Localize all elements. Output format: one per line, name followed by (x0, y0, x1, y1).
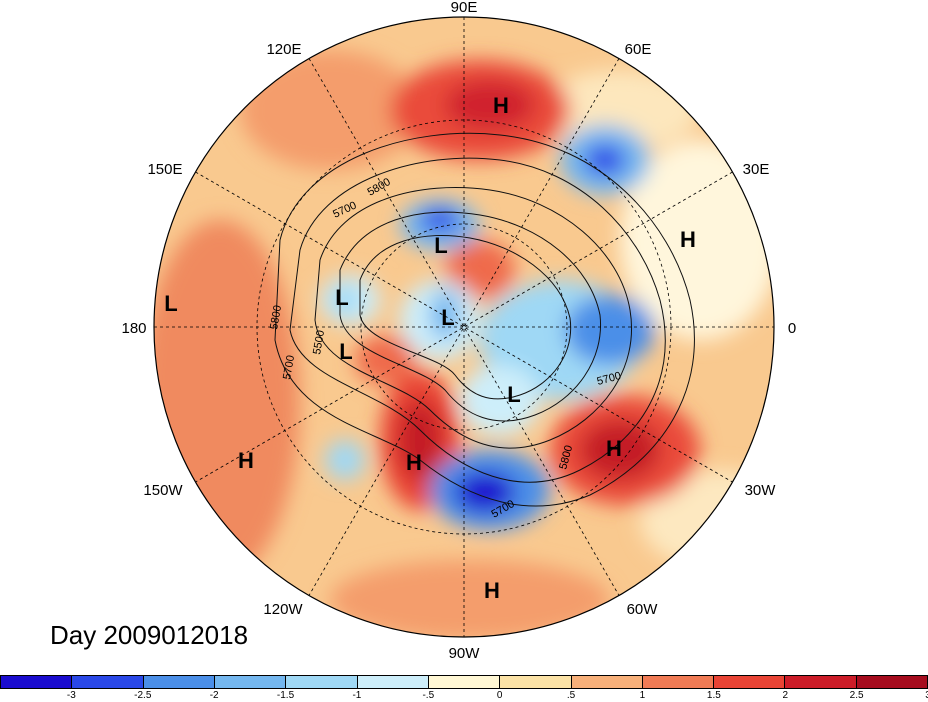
graticule (154, 17, 774, 637)
colorbar-tick-label: 3 (925, 690, 928, 701)
colorbar-cell (571, 676, 643, 688)
colorbar-tick-label: -1.5 (276, 690, 295, 701)
colorbar-tick-label: -2 (209, 690, 219, 701)
lon-30e: 30E (743, 161, 770, 178)
colorbar-cell (143, 676, 215, 688)
high-center: H (238, 448, 254, 473)
lon-150w: 150W (143, 482, 183, 499)
colorbar-labels: -3 -2.5 -2 -1.5 -1 -.5 0 .5 1 1.5 2 2.5 3 (0, 690, 928, 702)
colorbar-tick-label: 0 (496, 690, 503, 701)
lon-180: 180 (121, 320, 146, 337)
colorbar-tick-label: 1 (639, 690, 646, 701)
colorbar-cell (214, 676, 287, 688)
high-center: H (484, 578, 500, 603)
colorbar-cell (428, 676, 501, 688)
colorbar-tick-label: 2.5 (849, 690, 864, 701)
lon-0: 0 (788, 320, 796, 337)
lon-30w: 30W (745, 482, 777, 499)
colorbar-cell (642, 676, 715, 688)
colorbar-cell (785, 676, 857, 688)
colorbar-cell (72, 676, 144, 688)
low-center: L (335, 285, 348, 310)
low-center: L (339, 339, 352, 364)
anomaly-field (154, 17, 774, 637)
low-center: L (434, 233, 447, 258)
contour-label: 5800 (268, 304, 284, 330)
contour-label: 5700 (281, 354, 297, 380)
colorbar-tick-label: 1.5 (706, 690, 721, 701)
lon-90e: 90E (451, 0, 478, 16)
lon-90w: 90W (449, 645, 481, 662)
lon-120w: 120W (263, 601, 303, 618)
colorbar-cell (714, 676, 786, 688)
lon-60w: 60W (627, 601, 659, 618)
colorbar-tick-label: -3 (66, 690, 76, 701)
pressure-centers: H H H H H H L L L L L L (164, 93, 696, 603)
colorbar-tick-label: -.5 (422, 690, 435, 701)
lon-60e: 60E (625, 41, 652, 58)
contour-label: 5500 (311, 329, 327, 355)
height-contours (274, 132, 695, 507)
colorbar-cell (500, 676, 572, 688)
colorbar-cell (286, 676, 358, 688)
colorbar-tick-label: .5 (566, 690, 576, 701)
longitude-labels: 90E 60E 30E 0 30W 60W 90W 120W 150W 180 … (121, 0, 796, 662)
lon-120e: 120E (266, 41, 301, 58)
lon-150e: 150E (147, 161, 182, 178)
high-center: H (680, 227, 696, 252)
colorbar-cell (357, 676, 429, 688)
colorbar (0, 675, 928, 689)
map-title: Day 2009012018 (50, 620, 249, 650)
high-center: H (406, 450, 422, 475)
high-center: H (606, 436, 622, 461)
colorbar-cell (856, 676, 928, 688)
low-center: L (507, 382, 520, 407)
colorbar-cell (1, 676, 73, 688)
low-center: L (441, 305, 454, 330)
colorbar-tick-label: -2.5 (134, 690, 152, 701)
colorbar-tick-label: 2 (782, 690, 788, 701)
low-center: L (164, 291, 177, 316)
high-center: H (493, 93, 509, 118)
colorbar-tick-label: -1 (352, 690, 362, 701)
